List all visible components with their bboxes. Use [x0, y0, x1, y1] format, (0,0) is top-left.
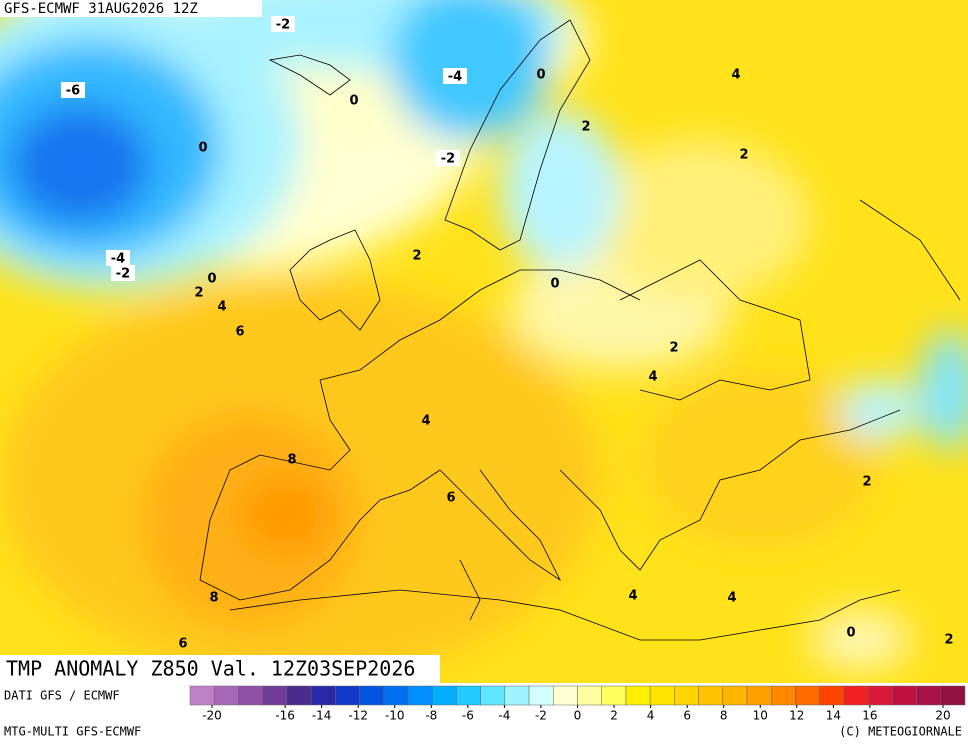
contour-label: -2	[116, 267, 130, 282]
contour-label: 4	[727, 591, 736, 606]
contour-label: 2	[669, 341, 678, 356]
footer-source: DATI GFS / ECMWF	[4, 689, 120, 703]
scale-swatch	[335, 685, 360, 706]
contour-label: 8	[209, 591, 218, 606]
scale-tick-label: -8	[425, 709, 437, 723]
footer-model: MTG-MULTI GFS-ECMWF	[4, 725, 141, 739]
contour-label: 2	[739, 148, 748, 163]
contour-label: 4	[648, 370, 657, 385]
contour-label: 6	[446, 491, 455, 506]
scale-tick-label: -12	[348, 709, 368, 723]
scale-swatch	[625, 685, 651, 706]
scale-swatch	[553, 685, 578, 706]
contour-label: 4	[731, 68, 740, 83]
scale-tick-label: -20	[202, 709, 222, 723]
scale-swatch	[674, 685, 699, 706]
scale-tick-label: 6	[683, 709, 691, 723]
scale-swatch	[189, 685, 215, 706]
scale-swatch	[238, 685, 263, 706]
scale-swatch	[819, 685, 845, 706]
scale-swatch	[649, 685, 675, 706]
scale-swatch	[431, 685, 457, 706]
contour-label: -6	[66, 84, 80, 99]
contour-label: 0	[349, 94, 358, 109]
scale-swatch	[601, 685, 627, 706]
anomaly-field	[0, 0, 968, 683]
header-title: GFS-ECMWF 31AUG2026 12Z	[4, 1, 198, 17]
map-title: TMP ANOMALY Z850 Val. 12Z03SEP2026	[6, 657, 415, 681]
contour-label: 0	[536, 68, 545, 83]
scale-swatch	[310, 685, 336, 706]
scale-tick-label: 10	[753, 709, 768, 723]
scale-swatch	[480, 685, 506, 706]
contour-label: 6	[178, 637, 187, 652]
scale-tick-label: 0	[574, 709, 582, 723]
scale-swatch	[528, 685, 554, 706]
scale-swatch	[577, 685, 602, 706]
scale-swatch	[843, 685, 869, 706]
scale-swatch	[771, 685, 796, 706]
scale-tick-label: 16	[862, 709, 877, 723]
contour-label: 0	[198, 141, 207, 156]
scale-tick-label: 12	[789, 709, 804, 723]
scale-swatch	[795, 685, 820, 706]
contour-label: -2	[441, 152, 455, 167]
scale-tick-label: -14	[312, 709, 332, 723]
scale-tick-label: 4	[647, 709, 655, 723]
contour-label: 0	[846, 626, 855, 641]
scale-swatch	[722, 685, 748, 706]
scale-tick-label: -4	[498, 709, 510, 723]
scale-tick-label: -10	[385, 709, 405, 723]
map-title-box	[0, 655, 440, 683]
contour-label: -4	[111, 252, 125, 267]
footer-copyright: (C) METEOGIORNALE	[839, 725, 962, 739]
coastlines	[199, 19, 961, 641]
header-box	[0, 0, 262, 17]
scale-tick-label: -16	[275, 709, 295, 723]
contour-label: 2	[194, 286, 203, 301]
scale-swatch	[746, 685, 772, 706]
contour-label: 8	[287, 453, 296, 468]
scale-swatch	[867, 685, 893, 706]
contour-label: 4	[628, 589, 637, 604]
contour-label-box	[106, 250, 130, 266]
scale-swatch	[456, 685, 481, 706]
scale-swatch	[698, 685, 724, 706]
scale-tick-label: 14	[826, 709, 841, 723]
contour-label: 4	[421, 414, 430, 429]
scale-tick-label: -2	[535, 709, 547, 723]
scale-swatch	[262, 685, 288, 706]
scale-tick-label: 2	[610, 709, 618, 723]
contour-label: 4	[217, 300, 226, 315]
color-scale: -20 -16 -14 -12 -10 -8 -6 -4 -2 0 2 4 6 8 10 12 14 16 20	[189, 685, 966, 723]
contour-label: 2	[581, 120, 590, 135]
scale-swatch	[359, 685, 384, 706]
contour-label: 0	[207, 272, 216, 287]
scale-tick-label: 20	[935, 709, 950, 723]
scale-swatch	[407, 685, 433, 706]
scale-swatch	[940, 685, 966, 706]
contour-label: -4	[448, 70, 462, 85]
contour-label: 2	[944, 633, 953, 648]
contour-label-box	[271, 16, 295, 32]
scale-tick-label: 8	[720, 709, 728, 723]
scale-swatch	[916, 685, 942, 706]
scale-swatch	[892, 685, 917, 706]
contour-label-box	[111, 265, 135, 281]
scale-swatch	[383, 685, 409, 706]
contour-label: -2	[276, 18, 290, 33]
contour-label-box	[443, 68, 467, 84]
contour-label-box	[436, 150, 460, 166]
contour-label: 6	[235, 325, 244, 340]
contour-label: 2	[412, 249, 421, 264]
contour-label: 2	[862, 475, 871, 490]
scale-swatch	[504, 685, 530, 706]
scale-swatch	[286, 685, 312, 706]
contour-label: 0	[550, 277, 559, 292]
scale-swatch	[213, 685, 239, 706]
scale-tick-label: -6	[462, 709, 474, 723]
contour-label-box	[61, 82, 85, 98]
